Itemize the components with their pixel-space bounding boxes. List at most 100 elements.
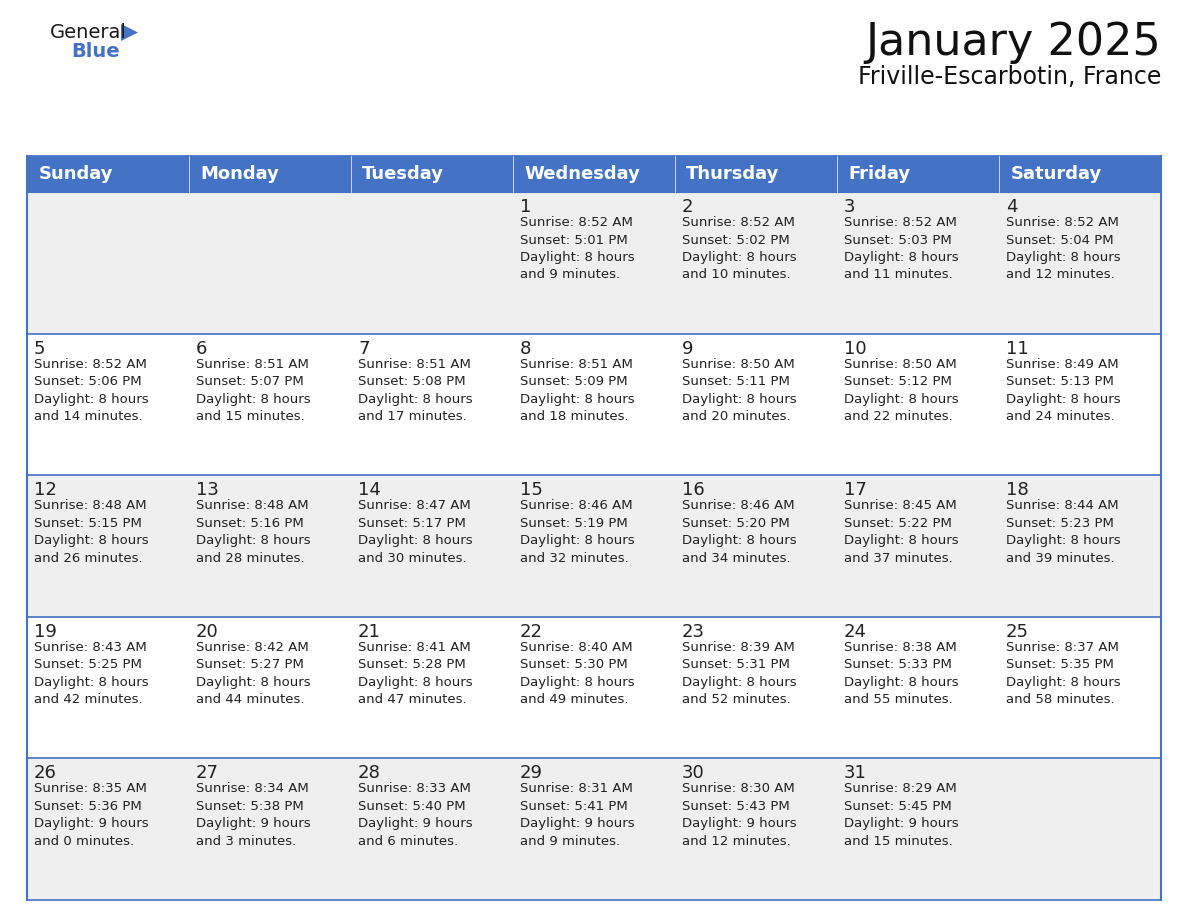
Text: 7: 7 <box>358 340 369 358</box>
Text: 4: 4 <box>1006 198 1017 216</box>
Polygon shape <box>999 192 1161 333</box>
Polygon shape <box>999 333 1161 476</box>
Polygon shape <box>350 617 513 758</box>
Text: Sunrise: 8:40 AM
Sunset: 5:30 PM
Daylight: 8 hours
and 49 minutes.: Sunrise: 8:40 AM Sunset: 5:30 PM Dayligh… <box>520 641 634 706</box>
Text: Sunrise: 8:51 AM
Sunset: 5:08 PM
Daylight: 8 hours
and 17 minutes.: Sunrise: 8:51 AM Sunset: 5:08 PM Dayligh… <box>358 358 473 423</box>
Text: Sunrise: 8:38 AM
Sunset: 5:33 PM
Daylight: 8 hours
and 55 minutes.: Sunrise: 8:38 AM Sunset: 5:33 PM Dayligh… <box>843 641 959 706</box>
Text: Sunrise: 8:34 AM
Sunset: 5:38 PM
Daylight: 9 hours
and 3 minutes.: Sunrise: 8:34 AM Sunset: 5:38 PM Dayligh… <box>196 782 310 848</box>
Text: 12: 12 <box>34 481 57 499</box>
Polygon shape <box>27 617 189 758</box>
Text: Sunday: Sunday <box>38 165 113 183</box>
Text: 21: 21 <box>358 622 381 641</box>
Text: Sunrise: 8:42 AM
Sunset: 5:27 PM
Daylight: 8 hours
and 44 minutes.: Sunrise: 8:42 AM Sunset: 5:27 PM Dayligh… <box>196 641 310 706</box>
Polygon shape <box>675 758 838 900</box>
Text: Sunrise: 8:43 AM
Sunset: 5:25 PM
Daylight: 8 hours
and 42 minutes.: Sunrise: 8:43 AM Sunset: 5:25 PM Dayligh… <box>34 641 148 706</box>
Polygon shape <box>513 333 675 476</box>
Text: 3: 3 <box>843 198 855 216</box>
Text: 23: 23 <box>682 622 704 641</box>
Polygon shape <box>27 156 189 192</box>
Text: 29: 29 <box>520 765 543 782</box>
Polygon shape <box>27 758 189 900</box>
Text: 24: 24 <box>843 622 867 641</box>
Text: Sunrise: 8:44 AM
Sunset: 5:23 PM
Daylight: 8 hours
and 39 minutes.: Sunrise: 8:44 AM Sunset: 5:23 PM Dayligh… <box>1006 499 1120 565</box>
Polygon shape <box>999 156 1161 192</box>
Polygon shape <box>513 758 675 900</box>
Polygon shape <box>189 333 350 476</box>
Text: Sunrise: 8:52 AM
Sunset: 5:02 PM
Daylight: 8 hours
and 10 minutes.: Sunrise: 8:52 AM Sunset: 5:02 PM Dayligh… <box>682 216 797 282</box>
Text: 20: 20 <box>196 622 219 641</box>
Text: Saturday: Saturday <box>1010 165 1101 183</box>
Text: 13: 13 <box>196 481 219 499</box>
Text: 16: 16 <box>682 481 704 499</box>
Text: Sunrise: 8:30 AM
Sunset: 5:43 PM
Daylight: 9 hours
and 12 minutes.: Sunrise: 8:30 AM Sunset: 5:43 PM Dayligh… <box>682 782 797 848</box>
Polygon shape <box>999 617 1161 758</box>
Text: Blue: Blue <box>71 42 120 61</box>
Text: 31: 31 <box>843 765 867 782</box>
Polygon shape <box>513 617 675 758</box>
Text: Sunrise: 8:50 AM
Sunset: 5:12 PM
Daylight: 8 hours
and 22 minutes.: Sunrise: 8:50 AM Sunset: 5:12 PM Dayligh… <box>843 358 959 423</box>
Polygon shape <box>121 24 138 41</box>
Text: General: General <box>50 23 127 42</box>
Text: 6: 6 <box>196 340 208 358</box>
Polygon shape <box>350 192 513 333</box>
Text: Sunrise: 8:41 AM
Sunset: 5:28 PM
Daylight: 8 hours
and 47 minutes.: Sunrise: 8:41 AM Sunset: 5:28 PM Dayligh… <box>358 641 473 706</box>
Polygon shape <box>838 758 999 900</box>
Polygon shape <box>675 192 838 333</box>
Polygon shape <box>350 476 513 617</box>
Text: Sunrise: 8:47 AM
Sunset: 5:17 PM
Daylight: 8 hours
and 30 minutes.: Sunrise: 8:47 AM Sunset: 5:17 PM Dayligh… <box>358 499 473 565</box>
Text: January 2025: January 2025 <box>865 21 1161 64</box>
Text: 18: 18 <box>1006 481 1029 499</box>
Text: Tuesday: Tuesday <box>362 165 444 183</box>
Text: Sunrise: 8:39 AM
Sunset: 5:31 PM
Daylight: 8 hours
and 52 minutes.: Sunrise: 8:39 AM Sunset: 5:31 PM Dayligh… <box>682 641 797 706</box>
Polygon shape <box>189 476 350 617</box>
Text: Sunrise: 8:51 AM
Sunset: 5:07 PM
Daylight: 8 hours
and 15 minutes.: Sunrise: 8:51 AM Sunset: 5:07 PM Dayligh… <box>196 358 310 423</box>
Text: Sunrise: 8:29 AM
Sunset: 5:45 PM
Daylight: 9 hours
and 15 minutes.: Sunrise: 8:29 AM Sunset: 5:45 PM Dayligh… <box>843 782 959 848</box>
Text: 17: 17 <box>843 481 867 499</box>
Text: Sunrise: 8:52 AM
Sunset: 5:01 PM
Daylight: 8 hours
and 9 minutes.: Sunrise: 8:52 AM Sunset: 5:01 PM Dayligh… <box>520 216 634 282</box>
Text: 15: 15 <box>520 481 543 499</box>
Text: 14: 14 <box>358 481 381 499</box>
Polygon shape <box>27 476 189 617</box>
Polygon shape <box>513 192 675 333</box>
Text: 27: 27 <box>196 765 219 782</box>
Text: Sunrise: 8:37 AM
Sunset: 5:35 PM
Daylight: 8 hours
and 58 minutes.: Sunrise: 8:37 AM Sunset: 5:35 PM Dayligh… <box>1006 641 1120 706</box>
Polygon shape <box>838 333 999 476</box>
Text: Sunrise: 8:52 AM
Sunset: 5:03 PM
Daylight: 8 hours
and 11 minutes.: Sunrise: 8:52 AM Sunset: 5:03 PM Dayligh… <box>843 216 959 282</box>
Text: Wednesday: Wednesday <box>524 165 640 183</box>
Text: 22: 22 <box>520 622 543 641</box>
Text: Sunrise: 8:31 AM
Sunset: 5:41 PM
Daylight: 9 hours
and 9 minutes.: Sunrise: 8:31 AM Sunset: 5:41 PM Dayligh… <box>520 782 634 848</box>
Text: Monday: Monday <box>201 165 279 183</box>
Polygon shape <box>350 758 513 900</box>
Text: Friday: Friday <box>848 165 910 183</box>
Polygon shape <box>999 758 1161 900</box>
Text: Sunrise: 8:46 AM
Sunset: 5:19 PM
Daylight: 8 hours
and 32 minutes.: Sunrise: 8:46 AM Sunset: 5:19 PM Dayligh… <box>520 499 634 565</box>
Text: Sunrise: 8:52 AM
Sunset: 5:06 PM
Daylight: 8 hours
and 14 minutes.: Sunrise: 8:52 AM Sunset: 5:06 PM Dayligh… <box>34 358 148 423</box>
Text: Sunrise: 8:49 AM
Sunset: 5:13 PM
Daylight: 8 hours
and 24 minutes.: Sunrise: 8:49 AM Sunset: 5:13 PM Dayligh… <box>1006 358 1120 423</box>
Polygon shape <box>189 192 350 333</box>
Text: 25: 25 <box>1006 622 1029 641</box>
Text: 5: 5 <box>34 340 45 358</box>
Polygon shape <box>838 192 999 333</box>
Text: Sunrise: 8:33 AM
Sunset: 5:40 PM
Daylight: 9 hours
and 6 minutes.: Sunrise: 8:33 AM Sunset: 5:40 PM Dayligh… <box>358 782 473 848</box>
Polygon shape <box>513 476 675 617</box>
Text: 19: 19 <box>34 622 57 641</box>
Text: 26: 26 <box>34 765 57 782</box>
Polygon shape <box>675 617 838 758</box>
Text: 11: 11 <box>1006 340 1029 358</box>
Text: Sunrise: 8:48 AM
Sunset: 5:15 PM
Daylight: 8 hours
and 26 minutes.: Sunrise: 8:48 AM Sunset: 5:15 PM Dayligh… <box>34 499 148 565</box>
Polygon shape <box>675 476 838 617</box>
Text: Friville-Escarbotin, France: Friville-Escarbotin, France <box>858 65 1161 89</box>
Text: Sunrise: 8:35 AM
Sunset: 5:36 PM
Daylight: 9 hours
and 0 minutes.: Sunrise: 8:35 AM Sunset: 5:36 PM Dayligh… <box>34 782 148 848</box>
Polygon shape <box>27 333 189 476</box>
Text: 2: 2 <box>682 198 694 216</box>
Text: 28: 28 <box>358 765 381 782</box>
Text: 1: 1 <box>520 198 531 216</box>
Polygon shape <box>189 617 350 758</box>
Polygon shape <box>350 156 513 192</box>
Polygon shape <box>838 476 999 617</box>
Text: Sunrise: 8:46 AM
Sunset: 5:20 PM
Daylight: 8 hours
and 34 minutes.: Sunrise: 8:46 AM Sunset: 5:20 PM Dayligh… <box>682 499 797 565</box>
Polygon shape <box>513 156 675 192</box>
Text: 10: 10 <box>843 340 866 358</box>
Text: Sunrise: 8:50 AM
Sunset: 5:11 PM
Daylight: 8 hours
and 20 minutes.: Sunrise: 8:50 AM Sunset: 5:11 PM Dayligh… <box>682 358 797 423</box>
Polygon shape <box>838 617 999 758</box>
